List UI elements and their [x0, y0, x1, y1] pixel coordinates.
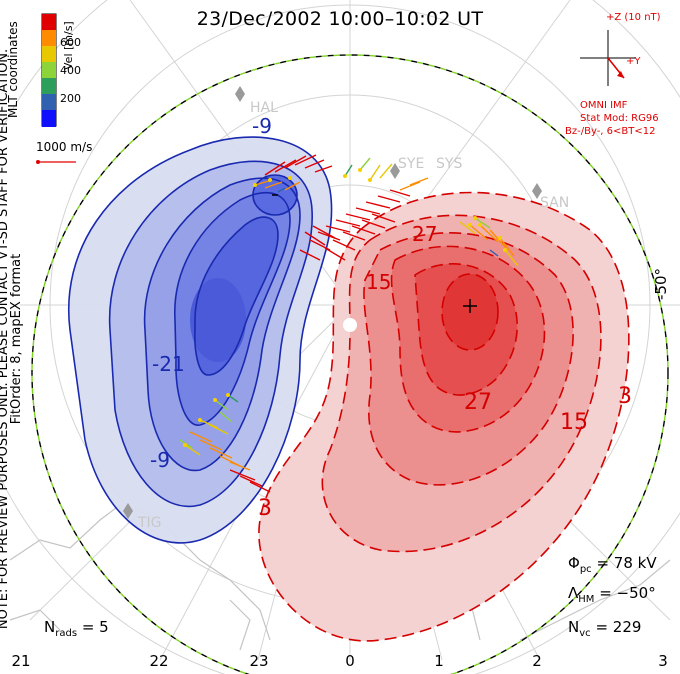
radar-stations: [123, 86, 542, 519]
negative-contours: [68, 136, 333, 544]
model-line-2: Bz-/By-, 6<BT<12: [565, 126, 656, 137]
colorbar-segment: [42, 14, 56, 31]
colorbar-tick-400: 400: [60, 64, 81, 77]
preview-note: NOTE: FOR PREVIEW PURPOSES ONLY. PLEASE …: [0, 19, 24, 659]
mlt-tick-22: 22: [149, 652, 169, 670]
colorbar-segment: [42, 30, 56, 47]
vector-scale-bar: [36, 160, 76, 164]
imf-dial: [580, 30, 636, 86]
contour-label-blue-3: -9: [150, 448, 170, 472]
station-label-sye: SYE: [398, 156, 425, 172]
colorbar-segment: [42, 78, 56, 95]
contour-label-red-1: 27: [412, 222, 438, 246]
fit-order-line: FitOrder: 8, mapEX format: [9, 253, 24, 425]
contour-label-red-5: 3: [258, 496, 272, 521]
mlt-tick-2: 2: [532, 652, 542, 670]
hm-boundary-green: [31, 54, 669, 674]
station-label-san: SAN: [540, 195, 570, 211]
vector-count: Nvc = 229: [568, 618, 642, 639]
mlt-tick-0: 0: [345, 652, 355, 670]
imf-source: OMNI IMF: [580, 100, 628, 111]
imf-z-label: +Z (10 nT): [606, 12, 661, 23]
map-title: 23/Dec/2002 10:00–10:02 UT: [196, 8, 484, 30]
vector-scale-label: 1000 m/s: [36, 140, 93, 154]
station-label-tig: TIG: [138, 515, 162, 531]
positive-contours: [258, 191, 630, 642]
colorbar-label: Vel [m/s]: [62, 21, 75, 70]
colorbar-segment: [42, 110, 56, 127]
colorbar-tick-600: 600: [60, 36, 81, 49]
hm-latitude: ΛHM = −50°: [568, 584, 656, 605]
magnetic-pole-marker: [343, 318, 357, 332]
contour-label-blue-2: -21: [152, 352, 185, 376]
potential-extrema: [272, 194, 477, 313]
station-label-sys: SYS: [436, 156, 463, 172]
contour-label-red-4: 15: [560, 410, 588, 435]
cross-polar-potential: Φpc = 78 kV: [568, 554, 657, 575]
mlt-tick-21: 21: [11, 652, 31, 670]
contour-label-blue-1: -9: [252, 114, 272, 138]
velocity-colorbar: [42, 14, 56, 127]
radar-count: Nrads = 5: [44, 618, 109, 639]
colorbar-segment: [42, 62, 56, 79]
contour-label-red-2: 15: [366, 270, 392, 294]
imf-y-label: +Y: [626, 56, 641, 67]
velocity-vectors: [179, 154, 519, 493]
contour-label-red-3: 27: [464, 390, 492, 415]
colorbar-tick-200: 200: [60, 92, 81, 105]
mlt-tick-23: 23: [249, 652, 269, 670]
colorbar-segment: [42, 94, 56, 111]
mlt-tick-3: 3: [658, 652, 668, 670]
colorbar-segment: [42, 46, 56, 63]
potential-cells: [68, 137, 629, 641]
contour-label-red-6: 3: [618, 384, 632, 409]
hm-boundary-black: [31, 54, 669, 674]
station-label-hal: HAL: [250, 100, 278, 116]
mlt-tick-1: 1: [434, 652, 444, 670]
latitude-label: -50°: [652, 268, 670, 300]
model-line-1: Stat Mod: RG96: [580, 113, 659, 124]
